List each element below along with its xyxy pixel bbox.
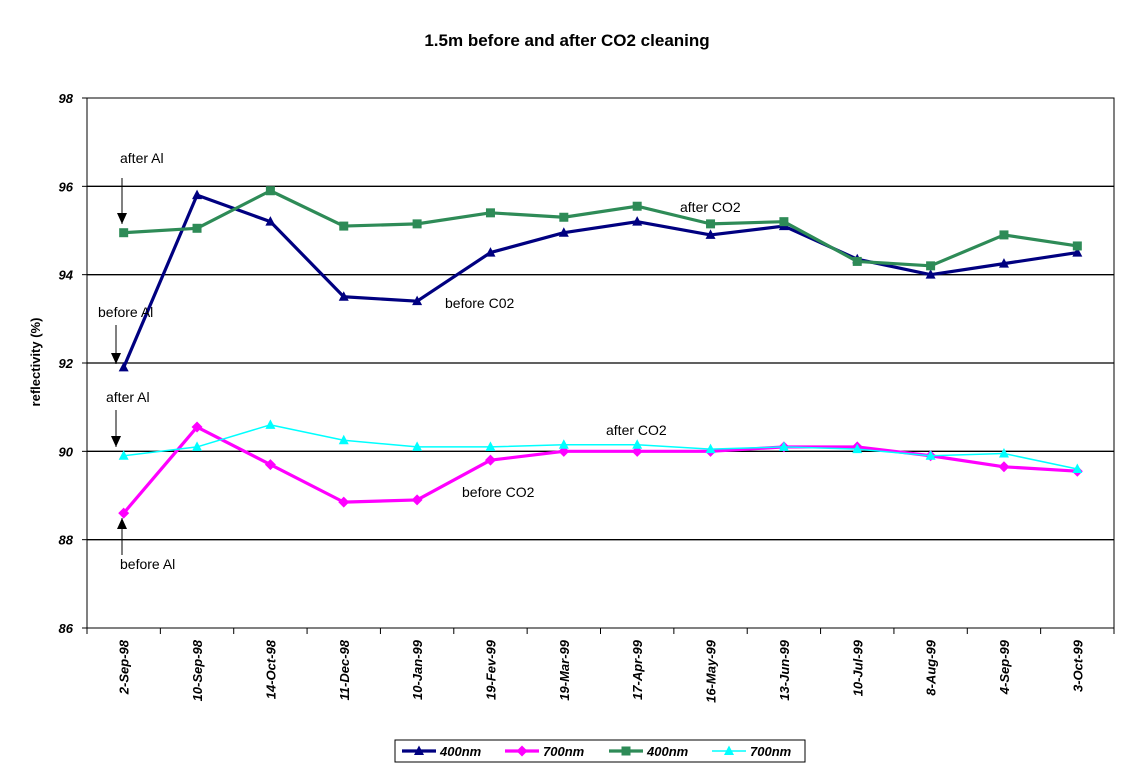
data-point: [998, 461, 1010, 473]
annotation-label: after Al: [120, 150, 164, 166]
annotation-arrowhead: [117, 213, 127, 224]
data-point: [705, 443, 716, 454]
chart-title: 1.5m before and after CO2 cleaning: [424, 31, 709, 50]
legend: 400nm 700nm 400nm 700nm: [394, 739, 806, 763]
data-point: [485, 208, 495, 218]
x-tick-label: 11-Dec-98: [337, 639, 352, 700]
data-point: [265, 216, 276, 226]
data-point: [191, 421, 203, 433]
x-tick-label: 2-Sep-98: [117, 639, 132, 695]
data-point: [779, 217, 789, 227]
data-point: [559, 212, 569, 222]
data-point: [852, 256, 862, 266]
data-point: [999, 230, 1009, 240]
x-tick-label: 13-Jun-99: [777, 639, 792, 700]
legend-marker: [621, 746, 631, 756]
data-point: [558, 227, 569, 237]
y-tick-label: 86: [59, 621, 74, 636]
legend-label: 400nm: [439, 744, 482, 759]
y-tick-label: 90: [59, 444, 74, 459]
data-point: [485, 441, 496, 451]
x-tick-label: 16-May-99: [704, 639, 719, 703]
annotation-label: before Al: [98, 304, 153, 320]
data-point: [118, 361, 129, 372]
data-point: [1072, 241, 1082, 251]
data-point: [338, 291, 349, 301]
data-point: [632, 216, 643, 226]
data-point: [412, 295, 423, 306]
x-tick-label: 10-Jan-99: [410, 639, 425, 700]
data-point: [558, 439, 569, 449]
annotation-arrowhead: [117, 518, 127, 529]
data-point: [998, 258, 1009, 268]
data-point: [119, 228, 129, 238]
legend-marker: [516, 745, 528, 757]
data-point: [264, 459, 276, 471]
legend-marker: [724, 745, 734, 755]
data-point: [632, 201, 642, 211]
y-axis-label: reflectivity (%): [28, 318, 43, 407]
y-tick-label: 98: [59, 91, 74, 106]
annotation-label: after CO2: [606, 422, 667, 438]
y-tick-label: 88: [59, 533, 74, 548]
data-point: [265, 186, 275, 196]
x-tick-label: 17-Apr-99: [630, 639, 645, 700]
annotation-label: before C02: [445, 295, 514, 311]
x-tick-label: 8-Aug-99: [924, 639, 939, 695]
data-point: [192, 223, 202, 233]
data-point: [1072, 247, 1083, 257]
data-point: [338, 434, 349, 445]
x-tick-label: 19-Mar-99: [557, 639, 572, 700]
data-point: [926, 261, 936, 271]
data-point: [192, 189, 203, 200]
data-point: [485, 247, 496, 257]
annotation-label: before Al: [120, 556, 175, 572]
data-point: [1072, 463, 1083, 473]
annotation-label: before CO2: [462, 484, 535, 500]
legend-label: 700nm: [543, 744, 585, 759]
legend-label: 700nm: [750, 744, 792, 759]
x-tick-label: 4-Sep-99: [997, 639, 1012, 695]
plot-area: 86 88 90 92 94 96 98 2-Sep-98 10-Sep-98 14-Oct-98…: [59, 91, 1115, 703]
data-point: [411, 494, 423, 506]
data-point: [412, 219, 422, 229]
data-point: [192, 441, 203, 451]
data-point: [118, 507, 130, 519]
data-point: [484, 454, 496, 466]
data-point: [118, 450, 129, 460]
x-tick-label: 3-Oct-99: [1070, 639, 1085, 692]
x-tick-label: 19-Fev-99: [483, 639, 498, 700]
data-point: [705, 229, 716, 239]
data-point: [778, 441, 789, 451]
x-tick-label: 14-Oct-98: [263, 639, 278, 699]
x-tick-label: 10-Jul-99: [850, 639, 865, 696]
series-line: [123, 424, 1078, 470]
annotation-arrowhead: [111, 353, 121, 364]
series-line: [122, 425, 1078, 515]
data-point: [265, 419, 276, 429]
legend-label: 400nm: [646, 744, 689, 759]
annotation-arrowhead: [111, 436, 121, 447]
data-point: [338, 496, 350, 508]
legend-box: [394, 739, 806, 763]
series-line: [123, 189, 1078, 268]
y-tick-label: 92: [59, 356, 74, 371]
data-point: [339, 221, 349, 231]
data-point: [925, 450, 936, 460]
legend-marker: [414, 745, 424, 755]
data-point: [925, 269, 936, 279]
y-tick-label: 96: [59, 179, 74, 194]
annotation-label: after Al: [106, 389, 150, 405]
x-tick-label: 10-Sep-98: [190, 639, 205, 701]
y-tick-label: 94: [59, 268, 74, 283]
series-line: [122, 193, 1078, 369]
data-point: [632, 439, 643, 449]
data-point: [706, 219, 716, 229]
annotation-label: after CO2: [680, 199, 741, 215]
data-point: [412, 441, 423, 451]
data-point: [998, 448, 1009, 458]
data-point: [852, 443, 863, 454]
